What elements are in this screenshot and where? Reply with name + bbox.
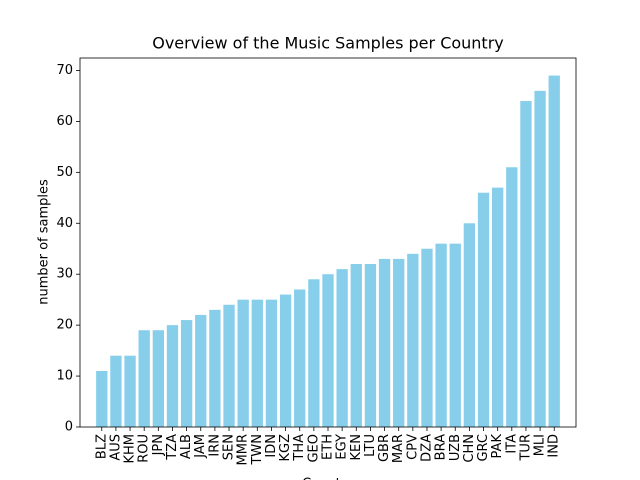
- y-tick-label: 40: [56, 216, 73, 231]
- x-tick-label: BRA: [434, 434, 449, 460]
- x-tick-label: AUS: [108, 434, 123, 461]
- bar: [449, 243, 461, 427]
- bar: [534, 90, 546, 428]
- y-tick-label: 20: [56, 318, 73, 333]
- bar: [548, 75, 560, 428]
- x-tick-label: ETH: [321, 434, 336, 460]
- x-tick-label: PAK: [490, 434, 505, 459]
- x-tick-label: GRC: [476, 434, 491, 462]
- x-tick-label: SEN: [222, 434, 237, 460]
- bar: [124, 355, 136, 427]
- x-tick-label: GEO: [306, 434, 321, 463]
- y-tick-label: 30: [56, 267, 73, 282]
- bar: [209, 309, 221, 427]
- bar: [96, 370, 108, 427]
- x-tick-label: KEN: [349, 434, 364, 460]
- x-tick-label: THA: [292, 434, 307, 462]
- bar: [279, 294, 292, 427]
- bar: [477, 192, 490, 427]
- bar: [237, 299, 249, 427]
- bar: [138, 330, 150, 427]
- bar: [336, 269, 348, 427]
- x-tick-label: ROU: [137, 434, 152, 463]
- bar: [322, 274, 334, 427]
- x-tick-label: JPN: [151, 434, 166, 456]
- bar: [421, 248, 433, 427]
- x-tick-label: UZB: [448, 434, 463, 461]
- y-tick-label: 70: [56, 63, 73, 78]
- bar: [350, 264, 362, 427]
- x-tick-label: ITA: [504, 434, 519, 454]
- x-tick-label: JAM: [193, 434, 208, 459]
- x-tick-label: IRN: [207, 434, 222, 457]
- x-tick-label: CPV: [405, 434, 420, 460]
- x-tick-label: TUR: [518, 434, 533, 462]
- bar: [463, 223, 476, 427]
- bar: [294, 289, 306, 427]
- bar: [308, 279, 320, 427]
- x-tick-label: MLI: [533, 434, 548, 456]
- bar: [152, 330, 164, 427]
- bar: [435, 243, 447, 427]
- x-tick-label: TZA: [165, 434, 180, 461]
- y-tick-label: 60: [56, 114, 73, 129]
- bar: [378, 258, 391, 427]
- x-axis-label: Country: [302, 477, 354, 480]
- bar: [223, 304, 235, 427]
- x-tick-label: KGZ: [278, 434, 293, 462]
- bar: [364, 264, 377, 427]
- bar: [251, 299, 263, 427]
- x-tick-label: IND: [547, 434, 562, 458]
- x-tick-label: MAR: [391, 434, 406, 463]
- y-tick-label: 50: [56, 165, 73, 180]
- x-tick-label: EGY: [335, 434, 350, 460]
- x-tick-label: MMR: [236, 434, 251, 465]
- chart-title: Overview of the Music Samples per Countr…: [152, 34, 504, 53]
- y-axis-label: number of samples: [37, 179, 52, 305]
- bar: [407, 253, 419, 427]
- bar: [110, 355, 122, 427]
- bar: [520, 101, 532, 428]
- bar: [166, 325, 179, 427]
- bar: [195, 314, 207, 427]
- x-tick-label: IDN: [264, 434, 279, 458]
- bar: [265, 299, 278, 427]
- y-tick-label: 0: [65, 420, 73, 435]
- x-tick-label: CHN: [462, 434, 477, 463]
- x-tick-label: KHM: [123, 434, 138, 464]
- x-tick-label: TWN: [250, 434, 265, 466]
- x-tick-label: BLZ: [94, 434, 109, 459]
- bar: [393, 258, 405, 427]
- plot-frame: [79, 57, 577, 428]
- x-tick-label: ALB: [179, 434, 194, 459]
- bar: [506, 167, 518, 427]
- x-tick-label: DZA: [419, 434, 434, 462]
- y-tick-label: 10: [56, 369, 73, 384]
- x-tick-label: LTU: [363, 434, 378, 457]
- bar: [492, 187, 504, 427]
- x-tick-label: GBR: [377, 434, 392, 462]
- bar: [180, 320, 193, 427]
